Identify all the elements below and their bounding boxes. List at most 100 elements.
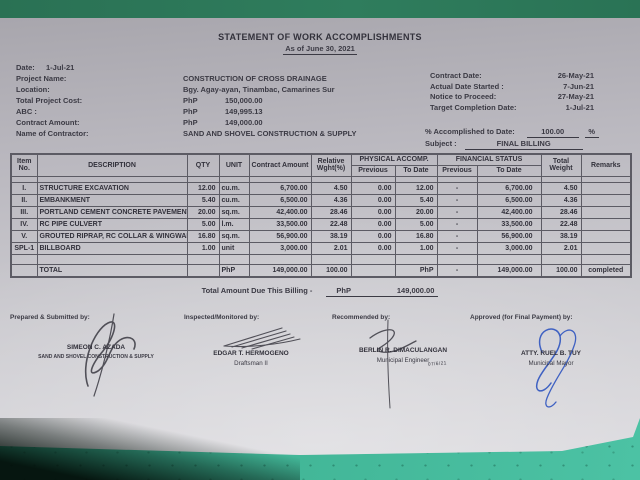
cell-description: TOTAL [36, 263, 188, 278]
cell-phys_todate: 12.00 [394, 181, 438, 195]
info-labels-left: Date: Project Name: Location: Total Proj… [16, 62, 89, 139]
contractor-label: Name of Contractor: [16, 129, 89, 138]
cell-contract_amount: 33,500.00 [248, 217, 312, 231]
table-row: I. STRUCTURE EXCAVATION 12.00 cu.m. 6,700.00… [10, 181, 632, 195]
cell-total_weight: 2.01 [540, 241, 582, 255]
cell-fin_prev: - [436, 205, 478, 219]
accomplished-unit: % [584, 126, 599, 138]
signature-title: SAND AND SHOVEL CONSTRUCTION & SUPPLY [38, 354, 154, 360]
accomplished-line: % Accomplished to Date: 100.00% [425, 126, 599, 138]
spacer-row [10, 253, 632, 265]
cell-unit: unit [218, 241, 250, 255]
cell-phys_prev: 0.00 [350, 181, 396, 195]
cell-phys_todate: 5.00 [394, 217, 438, 231]
signature-name: ATTY. RUEL B. TUY [520, 350, 582, 357]
photo-shadow [0, 418, 300, 480]
signature-block-inspected: Inspected/Monitored by: EDGAR T. HERMOGE… [180, 314, 322, 414]
cell-qty [186, 263, 220, 278]
header-remarks: Remarks [580, 153, 632, 177]
header-financial-previous: Previous [436, 164, 478, 177]
cell-relative_wght: 4.36 [310, 193, 352, 207]
cell-fin_todate: 42,400.00 [476, 205, 542, 219]
cell-contract_amount [248, 253, 312, 265]
signature-scribble [369, 319, 417, 409]
header-qty: QTY [186, 153, 220, 177]
cell-fin_prev [436, 253, 478, 265]
signature-role: Approved (for Final Payment) by: [470, 314, 573, 321]
cell-remarks [580, 193, 632, 207]
subject-line: Subject : FINAL BILLING [425, 138, 583, 150]
table-row: II. EMBANKMENT 5.40 cu.m. 6,500.00 4.36 0.00 5.… [10, 193, 632, 207]
header-relative-wght: Relative Wght(%) [310, 153, 352, 177]
cell-contract_amount: 3,000.00 [248, 241, 312, 255]
document-subtitle: As of June 30, 2021 [283, 44, 357, 55]
signature-role: Prepared & Submitted by: [10, 314, 90, 321]
project-name-label: Project Name: [16, 74, 67, 83]
cell-item: III. [10, 205, 38, 219]
cell-phys_prev: 0.00 [350, 205, 396, 219]
header-contract-amount: Contract Amount [248, 153, 312, 177]
signature-title: Municipal Mayor [528, 360, 574, 367]
cell-phys_prev: 0.00 [350, 217, 396, 231]
cell-remarks: completed [580, 263, 632, 278]
cell-item [10, 263, 38, 278]
cell-description: EMBANKMENT [36, 193, 188, 207]
cell-description: GROUTED RIPRAP, RC COLLAR & WINGWALL [36, 229, 188, 243]
date-label: Date: [16, 63, 35, 72]
notice-value: 27-May-21 [557, 92, 594, 101]
actual-start-value: 7-Jun-21 [563, 81, 594, 91]
total-project-cost-label: Total Project Cost: [16, 96, 83, 105]
table-row: III. PORTLAND CEMENT CONCRETE PAVEMENT 20.… [10, 205, 632, 219]
cell-remarks [580, 217, 632, 231]
billing-line: Total Amount Due This Billing - PhP 149,00… [0, 286, 640, 297]
cell-fin_prev: - [436, 217, 478, 231]
abc-label: ABC : [16, 107, 37, 116]
signature-title: Municipal Engineer [376, 357, 430, 364]
cell-fin_todate: 6,500.00 [476, 193, 542, 207]
cell-phys_todate: 1.00 [394, 241, 438, 255]
cell-unit: l.m. [218, 217, 250, 231]
header-financial-to-date: To Date [476, 164, 542, 177]
accomplished-value: 100.00 [526, 126, 579, 138]
cell-phys_todate: 16.80 [394, 229, 438, 243]
cell-description: RC PIPE CULVERT [36, 217, 188, 231]
cell-total_weight: 22.48 [540, 217, 582, 231]
cell-relative_wght: 28.46 [310, 205, 352, 219]
header-physical-previous: Previous [350, 164, 396, 177]
cell-qty: 5.40 [186, 193, 220, 207]
accomplished-label: % Accomplished to Date: [425, 127, 515, 136]
cell-unit: sq.m. [218, 229, 250, 243]
cell-description: BILLBOARD [36, 241, 188, 255]
contract-date-value: 26-May-21 [557, 71, 594, 80]
cell-total_weight [540, 253, 582, 265]
cell-fin_todate: 33,500.00 [476, 217, 542, 231]
contract-amount-label: Contract Amount: [16, 118, 80, 127]
signature-name: SIMEON C. AZADA [66, 344, 126, 351]
cell-item: IV. [10, 217, 38, 231]
cell-item: SPL-1 [10, 241, 38, 255]
info-labels-right: Contract Date: Actual Date Started : Not… [430, 71, 517, 113]
cell-contract_amount: 6,500.00 [248, 193, 312, 207]
signature-block-approved: Approved (for Final Payment) by: ATTY. R… [470, 314, 632, 414]
cell-item: I. [10, 181, 38, 195]
cell-remarks [580, 253, 632, 265]
cell-fin_todate: 3,000.00 [476, 241, 542, 255]
document-paper: STATEMENT OF WORK ACCOMPLISHMENTS As of … [0, 18, 640, 455]
date-value: 1-Jul-21 [46, 63, 75, 72]
target-completion-label: Target Completion Date: [430, 102, 517, 112]
cell-phys_todate: PhP [394, 263, 438, 278]
cell-qty: 5.00 [186, 217, 220, 231]
header-description: DESCRIPTION [36, 153, 188, 177]
notice-label: Notice to Proceed: [430, 92, 497, 101]
cell-total_weight: 100.00 [540, 263, 582, 278]
header-item-no: Item No. [10, 153, 38, 177]
contract-amount-value: PhP 149,000.00 [183, 118, 263, 127]
cell-phys_todate: 20.00 [394, 205, 438, 219]
cell-total_weight: 4.36 [540, 193, 582, 207]
cell-phys_todate: 5.40 [394, 193, 438, 207]
info-values-right: 26-May-21 7-Jun-21 27-May-21 1-Jul-21 [518, 71, 594, 113]
cell-qty: 1.00 [186, 241, 220, 255]
actual-start-label: Actual Date Started : [430, 81, 504, 91]
cell-phys_todate [394, 253, 438, 265]
table-row: SPL-1 BILLBOARD 1.00 unit 3,000.00 2.01 0.00 1.… [10, 241, 632, 255]
